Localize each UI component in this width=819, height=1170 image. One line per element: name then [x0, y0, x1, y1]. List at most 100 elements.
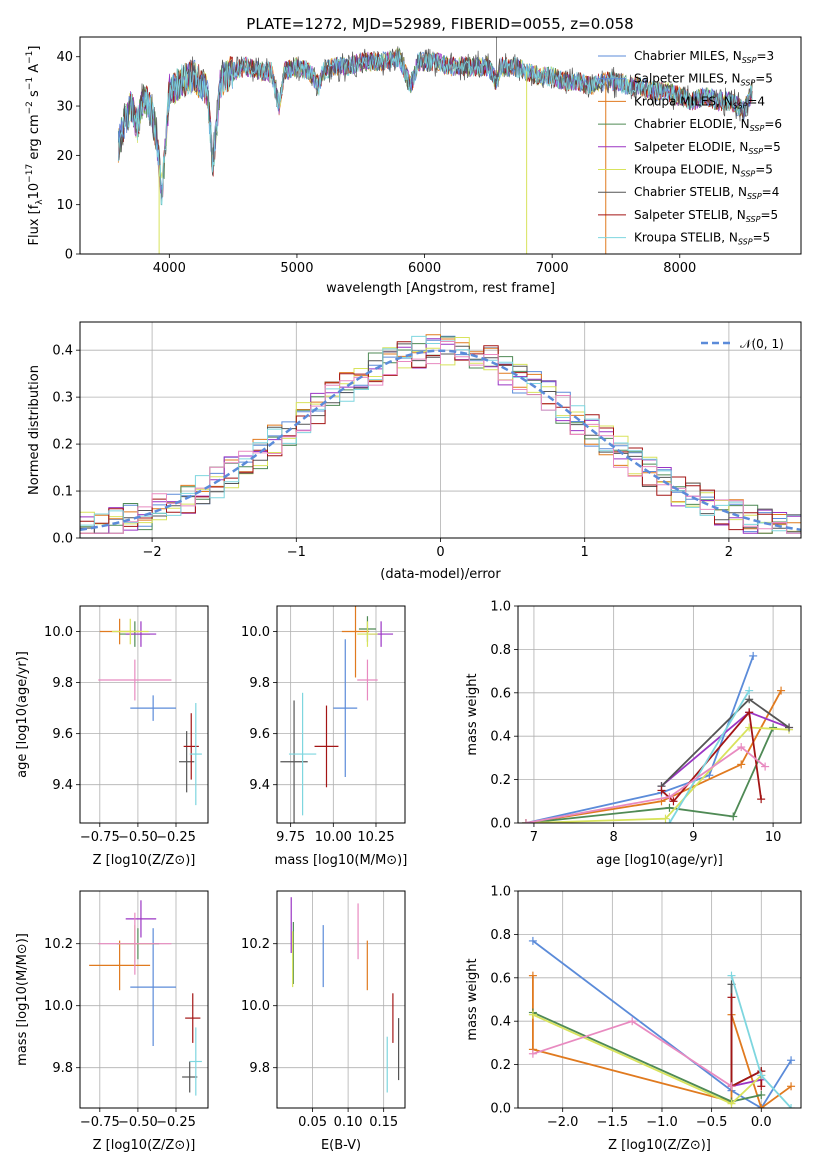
spectrum-ylabel-part: −17: [25, 164, 35, 183]
weight_vs_Z-frame: [517, 890, 802, 1109]
age_vs_mass-point: [341, 606, 370, 678]
mass_vs_Z-point: [89, 940, 151, 991]
weight_vs_Z-xtick-label: 0.0: [751, 1115, 772, 1130]
weight_vs_age-marker: [749, 651, 758, 660]
weight_vs_Z-marker: [528, 1010, 537, 1019]
spectrum-legend-name: Salpeter MILES, N: [634, 72, 741, 86]
weight_vs_age-series-line: [660, 710, 762, 803]
weight_vs_age-marker: [745, 708, 754, 717]
mass_vs_ebv-frame: [276, 890, 406, 1109]
age_vs_Z-frame: [79, 605, 209, 824]
spectrum-ytick-label: 30: [56, 100, 73, 115]
spectrum-axes: [76, 56, 681, 258]
spectrum-ytick-label: 10: [56, 198, 73, 213]
age_vs_mass-point: [314, 705, 339, 788]
weight_vs_Z-marker: [787, 1056, 796, 1065]
mass_vs_Z-xtick-label: −0.50: [118, 1115, 158, 1130]
spectrum-xtick-label: 5000: [280, 261, 313, 276]
spectrum-legend-suffix: =6: [764, 117, 782, 131]
spectrum-ytick-label: 20: [56, 149, 73, 164]
spectrum-legend-label: Salpeter MILES, NSSP=5: [634, 72, 773, 88]
weight_vs_age-marker: [785, 723, 794, 732]
spectrum-legend-sub: SSP: [741, 170, 756, 179]
weight_vs_Z-ytick-label: 0.6: [490, 971, 511, 986]
weight_vs_Z-marker: [757, 1071, 766, 1080]
weight_vs_Z-marker: [787, 1082, 796, 1091]
spectrum-legend-label: Chabrier ELODIE, NSSP=6: [634, 117, 782, 133]
weight_vs_Z-xtick-label: −0.5: [696, 1115, 728, 1130]
weight_vs_Z-marker: [727, 1099, 736, 1108]
weight_vs_age-marker: [705, 771, 714, 780]
weight_vs_age-series-line: [525, 727, 774, 823]
age_vs_Z-point: [183, 713, 199, 780]
weight_vs_age-ytick-label: 0.2: [490, 773, 511, 788]
spectrum-ylabel-part: ]: [27, 46, 42, 51]
age_vs_Z-xlabel: Z [log10(Z/Z⊙)]: [93, 853, 196, 868]
age_vs_Z-ytick-label: 9.4: [52, 778, 73, 793]
spectrum-legend-suffix: =5: [760, 208, 778, 222]
age_vs_mass-ytick-label: 10.0: [241, 625, 270, 640]
residuals-ytick-label: 0.4: [52, 344, 73, 359]
weight_vs_age-series-line: [668, 690, 750, 823]
weight_vs_Z-ytick-label: 0.8: [490, 928, 511, 943]
spectrum-ylabel-part: −1: [25, 51, 35, 64]
age_vs_mass-point: [280, 700, 308, 823]
mass_vs_Z-ytick-label: 10.2: [44, 937, 73, 952]
residuals-ytick-label: 0.2: [52, 438, 73, 453]
weight_vs_age-xtick-label: 8: [610, 830, 618, 845]
age_vs_mass-point: [333, 639, 358, 778]
mass_vs_Z-point: [125, 900, 157, 938]
residuals-legend-label: 𝒩(0, 1): [740, 337, 784, 351]
weight_vs_Z-marker: [757, 1090, 766, 1099]
weight_vs_Z-xtick-label: −1.5: [597, 1115, 629, 1130]
weight_vs_Z-series-line: [532, 940, 792, 1108]
spectrum-legend-sub: SSP: [742, 56, 757, 65]
weight_vs_age-marker: [777, 686, 786, 695]
spectrum-legend-name: Kroupa STELIB, N: [634, 231, 738, 245]
spectrum-legend-sub: SSP: [733, 101, 748, 110]
age_vs_Z-xtick-label: −0.25: [156, 830, 196, 845]
weight_vs_Z-marker: [528, 971, 537, 980]
mass_vs_Z-frame: [79, 890, 209, 1109]
age_vs_Z-ytick-label: 9.8: [52, 676, 73, 691]
weight_vs_age-marker: [665, 792, 674, 801]
plot-layer: 4000 5000 6000 7000 8000010203040wavelength …: [15, 36, 802, 1153]
weight_vs_age-series-line: [525, 690, 782, 823]
weight_vs_age-marker: [665, 803, 674, 812]
weight_vs_age-series-line: [525, 745, 766, 823]
mass_vs_Z-point: [182, 1061, 198, 1093]
mass_vs_Z-xlabel: Z [log10(Z/Z⊙)]: [93, 1138, 196, 1153]
figure-title: PLATE=1272, MJD=52989, FIBERID=0055, z=0…: [246, 15, 633, 33]
spectrum-legend-sub: SSP: [741, 79, 756, 88]
spectrum-ylabel-part: Flux [f: [27, 204, 42, 245]
residuals-xtick-label: −2: [143, 545, 162, 560]
mass_vs_Z-axes: [76, 891, 208, 1112]
weight_vs_Z-ytick-label: 0.2: [490, 1058, 511, 1073]
spectrum-legend-name: Chabrier ELODIE, N: [634, 117, 750, 131]
spectrum-legend-sub: SSP: [748, 147, 763, 156]
mass_vs_Z-ytick-label: 9.8: [52, 1061, 73, 1076]
residuals-xtick-label: 0: [436, 545, 444, 560]
residuals-xlabel: (data-model)/error: [380, 567, 501, 582]
age_vs_mass-point: [357, 659, 378, 701]
spectrum-legend-name: Chabrier MILES, N: [634, 49, 742, 63]
weight_vs_Z-marker: [528, 936, 537, 945]
weight_vs_Z-marker: [628, 1017, 637, 1026]
spectrum-series-line: [118, 46, 753, 198]
weight_vs_age-marker: [757, 795, 766, 804]
spectrum-ylabel-part: erg cm: [27, 114, 42, 163]
weight_vs_Z-marker: [727, 971, 736, 980]
spectrum-legend-label: Kroupa MILES, NSSP=4: [634, 94, 765, 110]
mass_vs_ebv-xtick-label: 0.05: [298, 1115, 327, 1130]
weight_vs_age-marker: [769, 723, 778, 732]
age_vs_Z-point: [98, 659, 172, 701]
weight_vs_age-ytick-label: 0.8: [490, 643, 511, 658]
spectrum-ytick-label: 0: [65, 248, 73, 263]
weight_vs_Z-ylabel: mass weight: [465, 958, 480, 1040]
mass_vs_ebv-ytick-label: 10.0: [241, 999, 270, 1014]
mass_vs_ebv-ytick-label: 9.8: [249, 1061, 270, 1076]
weight_vs_Z-xlabel: Z [log10(Z/Z⊙)]: [608, 1138, 711, 1153]
weight_vs_age-xtick-label: 7: [530, 830, 538, 845]
spectrum-ylabel-part: −2: [25, 101, 35, 114]
weight_vs_age-ytick-label: 1.0: [490, 600, 511, 615]
